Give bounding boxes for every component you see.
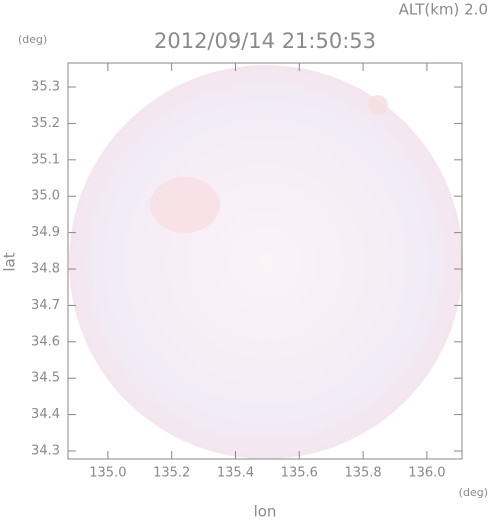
y-tick-label: 35.1: [31, 152, 60, 167]
echo-patch: [150, 177, 220, 233]
chart-title: 2012/09/14 21:50:53: [154, 29, 376, 53]
y-tick-label: 35.2: [31, 116, 60, 131]
x-tick-label: 135.6: [281, 466, 318, 481]
y-tick-label: 34.9: [31, 225, 60, 240]
plot-frame: [67, 62, 463, 460]
x-unit: (deg): [459, 486, 488, 499]
y-tick-label: 34.7: [31, 298, 60, 313]
y-tick-label: 34.8: [31, 262, 60, 277]
y-tick-label: 35.0: [31, 189, 60, 204]
radar-disc: [69, 65, 463, 459]
y-tick-label: 34.3: [31, 443, 60, 458]
y-tick-label: 34.4: [31, 407, 60, 422]
y-axis-label: lat: [1, 252, 19, 271]
altitude-label: ALT(km) 2.0: [399, 1, 488, 19]
y-tick-label: 34.5: [31, 371, 60, 386]
x-tick-label: 135.2: [153, 466, 190, 481]
y-tick-label: 35.3: [31, 80, 60, 95]
y-unit: (deg): [18, 33, 47, 46]
x-tick-label: 135.8: [344, 466, 381, 481]
x-tick-label: 135.0: [89, 466, 126, 481]
x-axis-label: lon: [254, 503, 277, 521]
y-tick-label: 34.6: [31, 334, 60, 349]
x-tick-label: 136.0: [408, 466, 445, 481]
x-tick-label: 135.4: [217, 466, 254, 481]
echo-patch: [368, 95, 388, 115]
